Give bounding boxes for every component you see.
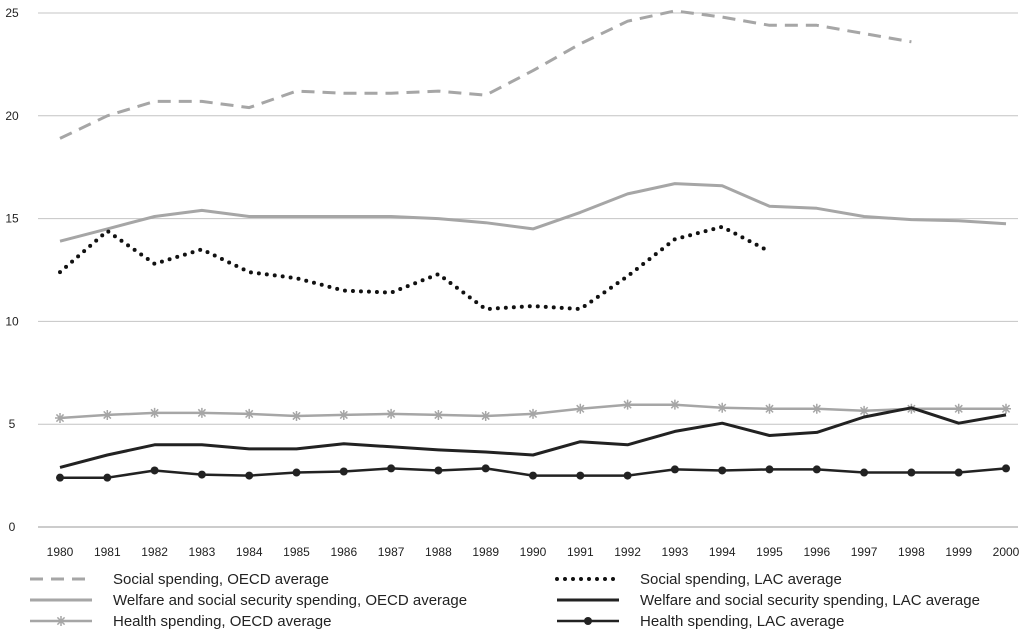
data-point <box>481 464 490 473</box>
legend-marker <box>56 616 66 626</box>
x-tick-label: 1982 <box>141 545 168 559</box>
data-point <box>953 403 964 414</box>
legend-item: Welfare and social security spending, LA… <box>557 592 980 609</box>
y-tick-label: 25 <box>5 6 19 20</box>
x-tick-label: 1998 <box>898 545 925 559</box>
legend-label: Health spending, LAC average <box>640 613 844 630</box>
legend-label: Social spending, OECD average <box>113 571 329 588</box>
legend-item: Welfare and social security spending, OE… <box>30 592 467 609</box>
data-point <box>528 408 538 419</box>
x-tick-label: 1994 <box>709 545 736 559</box>
legend-item: Health spending, LAC average <box>557 613 844 630</box>
x-tick-label: 1997 <box>851 545 878 559</box>
series-line <box>58 224 772 312</box>
data-point <box>245 471 254 480</box>
series-6 <box>56 464 1010 482</box>
data-point <box>575 403 586 414</box>
x-tick-label: 1987 <box>378 545 405 559</box>
data-point <box>529 471 537 480</box>
data-point <box>480 410 491 421</box>
y-axis: 0 5 10 15 20 25 <box>5 6 19 534</box>
data-point <box>103 473 112 482</box>
data-point <box>765 465 774 474</box>
data-point <box>860 468 869 477</box>
series-line <box>59 9 912 140</box>
data-point <box>670 465 679 474</box>
data-point <box>764 403 775 414</box>
data-point <box>623 471 632 480</box>
x-tick-label: 1980 <box>47 545 74 559</box>
data-point <box>717 402 728 413</box>
x-tick-label: 1999 <box>945 545 972 559</box>
data-point <box>292 468 301 477</box>
x-tick-label: 1985 <box>283 545 310 559</box>
gridlines <box>38 12 1018 528</box>
x-tick-label: 1990 <box>520 545 547 559</box>
data-point <box>150 466 159 475</box>
data-point <box>387 464 396 473</box>
x-tick-label: 1981 <box>94 545 121 559</box>
x-tick-label: 1995 <box>756 545 783 559</box>
data-point <box>197 470 206 479</box>
data-point <box>339 467 348 476</box>
data-point <box>1001 403 1011 414</box>
data-point <box>622 399 633 410</box>
series-1 <box>59 9 912 140</box>
y-tick-label: 0 <box>9 520 16 534</box>
legend: Social spending, OECD average Welfare and… <box>30 571 980 630</box>
data-point <box>149 407 160 418</box>
data-point <box>55 413 65 424</box>
series-5 <box>59 406 1007 469</box>
legend-label: Health spending, OECD average <box>113 613 331 630</box>
legend-item: Social spending, LAC average <box>555 571 842 588</box>
data-point <box>291 410 302 421</box>
x-tick-label: 2000 <box>993 545 1020 559</box>
x-tick-label: 1991 <box>567 545 594 559</box>
x-tick-label: 1989 <box>472 545 499 559</box>
data-point <box>812 465 821 474</box>
series-3 <box>55 399 1011 424</box>
data-point <box>669 399 680 410</box>
data-point <box>576 471 585 480</box>
legend-item: Social spending, OECD average <box>30 571 329 588</box>
x-tick-label: 1984 <box>236 545 263 559</box>
legend-label: Social spending, LAC average <box>640 571 842 588</box>
data-point <box>718 466 727 475</box>
y-tick-label: 10 <box>5 314 19 328</box>
series-2 <box>59 182 1007 243</box>
data-point <box>859 405 870 416</box>
data-point <box>954 468 963 477</box>
x-tick-label: 1986 <box>330 545 357 559</box>
y-tick-label: 20 <box>5 109 19 123</box>
data-point <box>338 409 349 420</box>
series-line <box>59 182 1007 243</box>
x-tick-label: 1993 <box>662 545 689 559</box>
data-point <box>386 408 397 419</box>
y-tick-label: 15 <box>5 212 19 226</box>
legend-marker <box>584 617 592 625</box>
data-point <box>433 409 444 420</box>
legend-item: Health spending, OECD average <box>30 613 331 630</box>
series-4 <box>58 224 772 312</box>
data-point <box>196 407 207 418</box>
data-point <box>56 473 64 482</box>
data-point <box>102 409 113 420</box>
x-tick-label: 1992 <box>614 545 641 559</box>
data-point <box>907 468 916 477</box>
x-tick-label: 1988 <box>425 545 452 559</box>
data-point <box>811 403 822 414</box>
data-point <box>434 466 443 475</box>
data-point <box>1002 464 1010 473</box>
x-tick-label: 1983 <box>189 545 216 559</box>
y-tick-label: 5 <box>9 417 16 431</box>
x-tick-label: 1996 <box>803 545 830 559</box>
series-group <box>55 9 1011 482</box>
series-line <box>59 406 1007 469</box>
legend-label: Welfare and social security spending, OE… <box>113 592 467 609</box>
legend-label: Welfare and social security spending, LA… <box>640 592 980 609</box>
x-axis: 1980 1981 1982 1983 1984 1985 1986 1987 1988 1989… <box>47 545 1020 559</box>
data-point <box>244 408 255 419</box>
